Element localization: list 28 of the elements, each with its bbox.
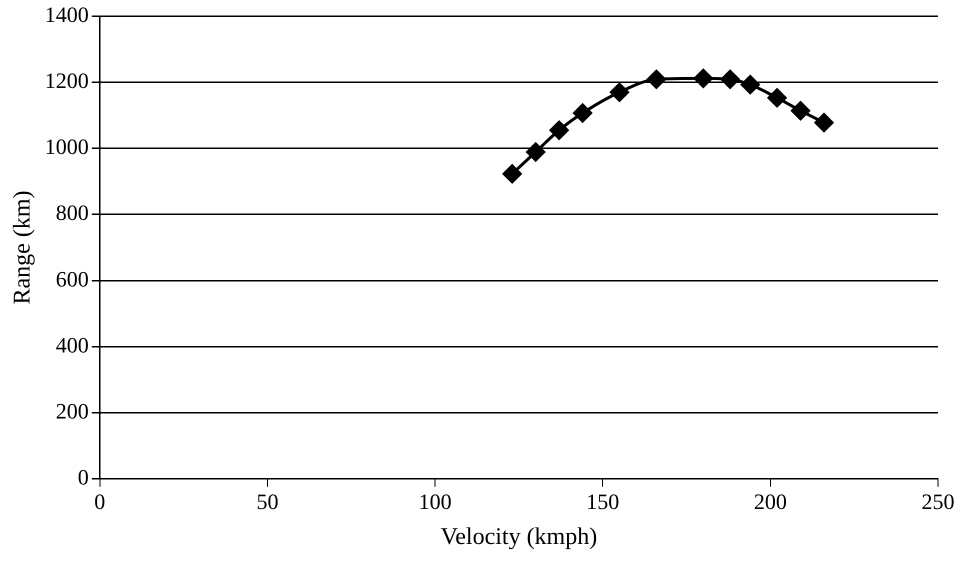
y-tick-label: 1000 <box>44 134 89 160</box>
x-tick-label: 150 <box>586 488 620 514</box>
y-tick-label: 1400 <box>44 2 89 27</box>
point <box>573 104 592 123</box>
point <box>646 70 666 89</box>
x-tick-label: 0 <box>94 488 106 514</box>
y-tick-label: 0 <box>78 464 89 490</box>
x-tick-label: 100 <box>418 488 452 514</box>
x-tick-label: 50 <box>256 488 278 514</box>
point <box>694 68 713 88</box>
y-axis-title: Range (km) <box>10 190 36 304</box>
y-tick-label: 1200 <box>44 68 89 94</box>
x-tick-label: 250 <box>922 488 954 514</box>
point <box>791 101 810 120</box>
y-tick-label: 400 <box>56 332 89 358</box>
point <box>550 120 569 140</box>
point <box>814 113 834 132</box>
point <box>740 75 760 94</box>
point <box>526 142 546 162</box>
x-tick-label: 200 <box>754 488 787 514</box>
point <box>768 88 787 108</box>
y-tick-label: 200 <box>56 398 89 424</box>
y-tick-label: 600 <box>56 266 89 292</box>
point <box>610 82 629 102</box>
point <box>502 164 522 184</box>
y-tick-label: 800 <box>56 200 89 226</box>
x-axis-title: Velocity (kmph) <box>440 524 598 550</box>
point <box>720 70 740 89</box>
